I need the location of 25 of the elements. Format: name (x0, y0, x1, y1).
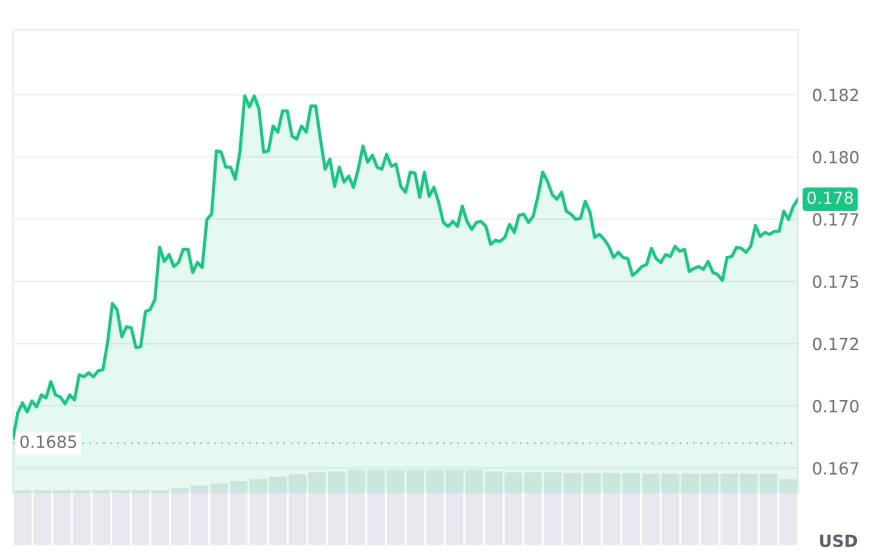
bar (642, 474, 660, 545)
y-tick-label: 0.177 (812, 213, 858, 226)
y-tick-label: 0.182 (812, 88, 858, 102)
bar (92, 490, 110, 545)
bar (72, 490, 91, 545)
y-tick-label: 0.180 (812, 150, 858, 164)
bar (170, 488, 189, 545)
bar (308, 472, 326, 545)
bar (151, 490, 170, 545)
y-tick-label: 0.175 (812, 275, 858, 288)
bar (700, 474, 719, 545)
bar (484, 472, 503, 545)
y-tick-label: 0.172 (812, 338, 858, 350)
y-tick-label: 0.167 (812, 462, 858, 475)
bar (622, 473, 640, 545)
text: 0.178 (807, 192, 853, 204)
ref-line-label: 0.1685 (20, 435, 76, 448)
text: USD (820, 534, 858, 548)
bar (249, 479, 268, 545)
bar (720, 474, 738, 545)
bar (563, 473, 582, 545)
bar (544, 472, 562, 545)
y-tick-label: 0.170 (812, 400, 858, 412)
bar (230, 481, 248, 545)
bar (328, 472, 346, 545)
